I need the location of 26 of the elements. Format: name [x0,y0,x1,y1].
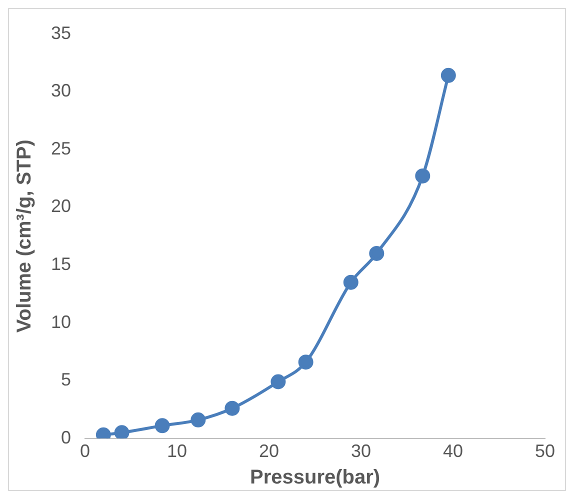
point [270,374,286,390]
y-tick-label: 5 [61,370,72,390]
y-tick-label: 35 [50,22,72,43]
x-axis-title: Pressure(bar) [250,466,380,489]
x-tick-label: 50 [534,441,556,462]
x-tick-label: 40 [442,441,464,462]
x-tick-label: 10 [167,441,188,462]
point [224,400,240,416]
point [415,168,430,184]
y-tick-label: 25 [50,138,72,158]
x-tick-label: 0 [80,441,90,462]
point [154,418,170,434]
point [440,68,456,83]
point [190,412,206,428]
y-tick-label: 20 [50,196,72,216]
y-axis-title: Volume (cm³/g, STP) [14,140,36,333]
y-tick-label: 10 [50,312,72,332]
point [298,354,314,370]
y-tick-label: 15 [50,254,72,274]
point [114,425,130,438]
y-tick-label: 0 [61,427,72,448]
y-tick-label: 30 [50,80,72,101]
x-tick-label: 20 [258,441,280,462]
point [343,274,358,290]
point [369,246,384,261]
x-tick-label: 30 [350,441,372,462]
